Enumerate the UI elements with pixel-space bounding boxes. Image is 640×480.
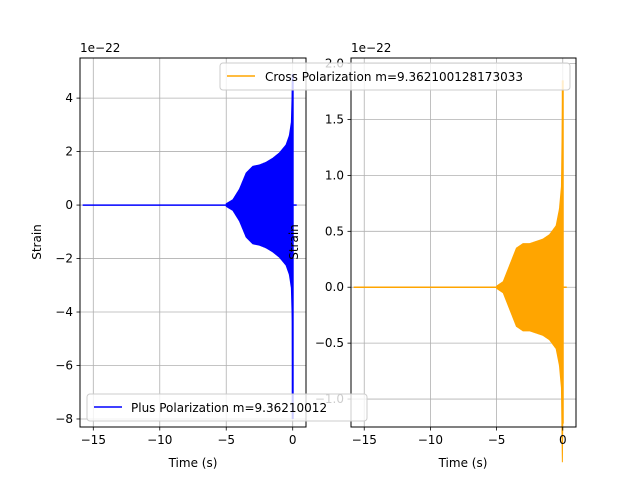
right-offset-text: 1e−22 xyxy=(351,41,391,55)
right-x-tick-label: 0 xyxy=(559,433,567,447)
cross-legend-label: Cross Polarization m=9.362100128173033 xyxy=(265,70,523,84)
plus-legend-label: Plus Polarization m=9.36210012 xyxy=(131,401,327,415)
left-x-tick-label: −10 xyxy=(147,433,172,447)
left-x-axis-label: Time (s) xyxy=(168,456,218,470)
left-y-tick-label: −8 xyxy=(55,412,73,426)
left-x-tick-label: 0 xyxy=(289,433,297,447)
left-ticks: −15 −10 −5 0 −8 −6 −4 −2 0 2 4 xyxy=(55,91,296,447)
left-legend-box xyxy=(86,393,368,422)
right-x-tick-label: −10 xyxy=(418,433,443,447)
right-waveform-envelope xyxy=(496,80,564,463)
plus-polarization-axes: −15 −10 −5 0 −8 −6 −4 −2 0 2 4 1e−22 Time (s) Stra… xyxy=(30,41,307,470)
left-y-tick-label: −4 xyxy=(55,305,73,319)
left-y-tick-label: 2 xyxy=(65,145,73,159)
right-y-tick-label: 0.5 xyxy=(325,224,344,238)
left-y-axis-label: Strain xyxy=(30,224,44,260)
left-y-tick-label: 0 xyxy=(65,198,73,212)
right-axes-frame xyxy=(350,57,577,428)
left-y-tick-label: −6 xyxy=(55,359,73,373)
left-x-tick-label: −5 xyxy=(217,433,235,447)
right-y-tick-label: 1.5 xyxy=(325,113,344,127)
right-y-tick-label: −0.5 xyxy=(315,336,344,350)
left-y-tick-label: −2 xyxy=(55,252,73,266)
right-x-tick-label: −15 xyxy=(352,433,377,447)
left-x-tick-label: −15 xyxy=(81,433,106,447)
right-x-tick-label: −5 xyxy=(488,433,506,447)
right-y-axis-label: Strain xyxy=(287,224,301,260)
right-y-tick-label: 1.0 xyxy=(325,168,344,182)
right-legend-box xyxy=(219,62,571,91)
left-y-tick-label: 4 xyxy=(65,91,73,105)
left-axes-frame xyxy=(79,57,307,428)
right-x-axis-label: Time (s) xyxy=(438,456,488,470)
right-y-tick-label: 0.0 xyxy=(325,280,344,294)
cross-polarization-series xyxy=(353,80,567,463)
right-legend: Cross Polarization m=9.362100128173033 xyxy=(219,62,571,91)
left-offset-text: 1e−22 xyxy=(80,41,120,55)
left-legend: Plus Polarization m=9.36210012 xyxy=(86,393,368,422)
